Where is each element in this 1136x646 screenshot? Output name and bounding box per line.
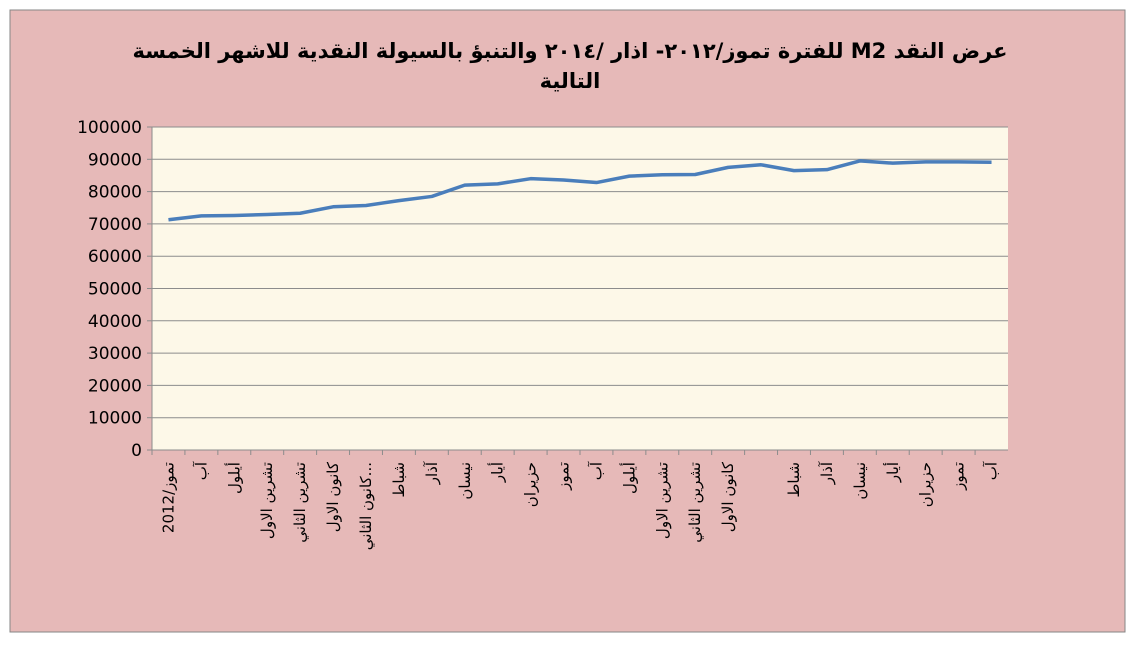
- x-tick-label: كانون الثاني...: [357, 462, 376, 550]
- x-tick-label: آذار: [423, 461, 441, 485]
- x-tick-label: أيار: [488, 462, 507, 483]
- x-tick-label: نيسان: [456, 462, 474, 500]
- x-tick-label: آب: [587, 461, 605, 480]
- x-tick-label: تشرين الاول: [258, 462, 276, 539]
- y-tick-label: 100000: [77, 118, 142, 138]
- x-tick-label: شباط: [785, 462, 803, 498]
- y-tick-label: 20000: [88, 376, 142, 396]
- x-tick-label: آب: [983, 461, 1001, 480]
- y-tick-label: 0: [131, 441, 142, 461]
- x-tick-label: تشرين الثاني: [686, 462, 705, 543]
- x-tick-label: أيلول: [224, 462, 243, 494]
- x-tick-label: كانون الاول: [324, 461, 342, 532]
- x-tick-label: حزيران: [522, 462, 540, 507]
- x-tick-label: تموز: [950, 462, 968, 491]
- chart-title: عرض النقد M2 للفترة تموز/٢٠١٢- اذار /٢٠١…: [132, 39, 1008, 93]
- x-tick-label: تشرين الثاني: [291, 462, 310, 543]
- x-tick-label: آب: [192, 461, 210, 480]
- x-tick-label: تموز: [555, 462, 573, 491]
- y-tick-label: 50000: [88, 280, 142, 300]
- x-tick-label: تموز/2012: [159, 462, 177, 533]
- x-tick-label: تشرين الاول: [653, 462, 671, 539]
- x-tick-label: حزيران: [917, 462, 935, 507]
- y-tick-label: 90000: [88, 150, 142, 170]
- y-tick-label: 10000: [88, 409, 142, 429]
- y-tick-label: 80000: [88, 183, 142, 203]
- x-tick-label: أيلول: [619, 462, 638, 494]
- x-tick-label: آذار: [818, 461, 836, 485]
- y-tick-label: 70000: [88, 215, 142, 235]
- y-tick-label: 60000: [88, 247, 142, 267]
- y-tick-label: 30000: [88, 344, 142, 364]
- x-tick-label: شباط: [390, 462, 408, 498]
- x-tick-label: كانون الاول: [719, 461, 737, 532]
- y-tick-label: 40000: [88, 312, 142, 332]
- x-tick-label: نيسان: [851, 462, 869, 500]
- data-line: [168, 159, 992, 222]
- x-tick-label: أيار: [883, 462, 902, 483]
